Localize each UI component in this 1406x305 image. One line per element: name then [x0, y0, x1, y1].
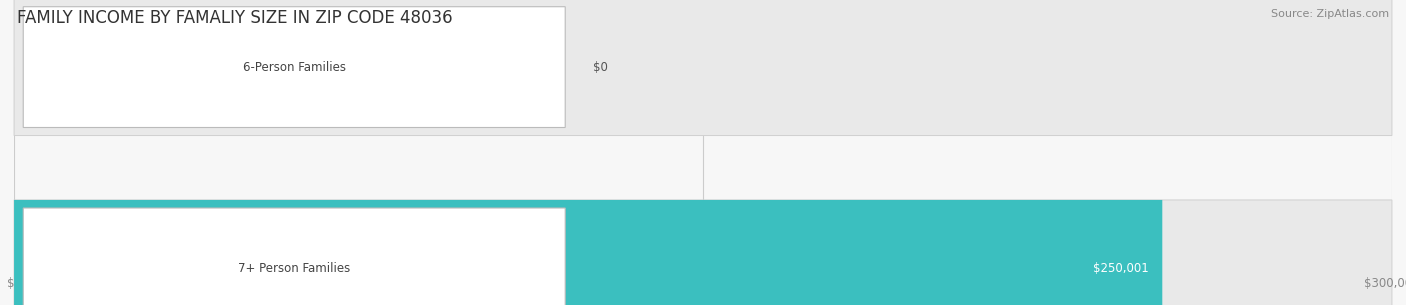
Text: Source: ZipAtlas.com: Source: ZipAtlas.com — [1271, 9, 1389, 19]
Text: 7+ Person Families: 7+ Person Families — [238, 262, 350, 275]
FancyBboxPatch shape — [14, 200, 1392, 305]
FancyBboxPatch shape — [14, 0, 1392, 135]
Text: FAMILY INCOME BY FAMALIY SIZE IN ZIP CODE 48036: FAMILY INCOME BY FAMALIY SIZE IN ZIP COD… — [17, 9, 453, 27]
Text: 6-Person Families: 6-Person Families — [243, 61, 346, 74]
FancyBboxPatch shape — [24, 208, 565, 305]
Text: $250,001: $250,001 — [1092, 262, 1149, 275]
Text: $0: $0 — [593, 61, 607, 74]
FancyBboxPatch shape — [24, 7, 565, 127]
FancyBboxPatch shape — [14, 200, 1163, 305]
